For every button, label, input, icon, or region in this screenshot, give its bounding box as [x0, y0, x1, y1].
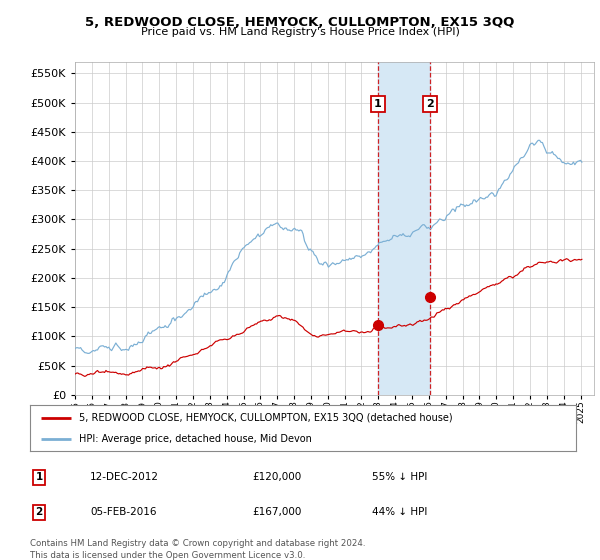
Bar: [377, 62, 430, 395]
Text: £120,000: £120,000: [252, 472, 301, 482]
Text: Price paid vs. HM Land Registry's House Price Index (HPI): Price paid vs. HM Land Registry's House …: [140, 27, 460, 37]
Text: 05-FEB-2016: 05-FEB-2016: [90, 507, 157, 517]
Text: 5, REDWOOD CLOSE, HEMYOCK, CULLOMPTON, EX15 3QQ (detached house): 5, REDWOOD CLOSE, HEMYOCK, CULLOMPTON, E…: [79, 413, 453, 423]
Text: 12-DEC-2012: 12-DEC-2012: [90, 472, 159, 482]
Text: 55% ↓ HPI: 55% ↓ HPI: [372, 472, 427, 482]
Text: Contains HM Land Registry data © Crown copyright and database right 2024.
This d: Contains HM Land Registry data © Crown c…: [30, 539, 365, 559]
Text: HPI: Average price, detached house, Mid Devon: HPI: Average price, detached house, Mid …: [79, 435, 312, 444]
Text: 44% ↓ HPI: 44% ↓ HPI: [372, 507, 427, 517]
Text: £167,000: £167,000: [252, 507, 301, 517]
Text: 2: 2: [35, 507, 43, 517]
Text: 2: 2: [427, 99, 434, 109]
Text: 1: 1: [374, 99, 382, 109]
Text: 1: 1: [35, 472, 43, 482]
Text: 5, REDWOOD CLOSE, HEMYOCK, CULLOMPTON, EX15 3QQ: 5, REDWOOD CLOSE, HEMYOCK, CULLOMPTON, E…: [85, 16, 515, 29]
